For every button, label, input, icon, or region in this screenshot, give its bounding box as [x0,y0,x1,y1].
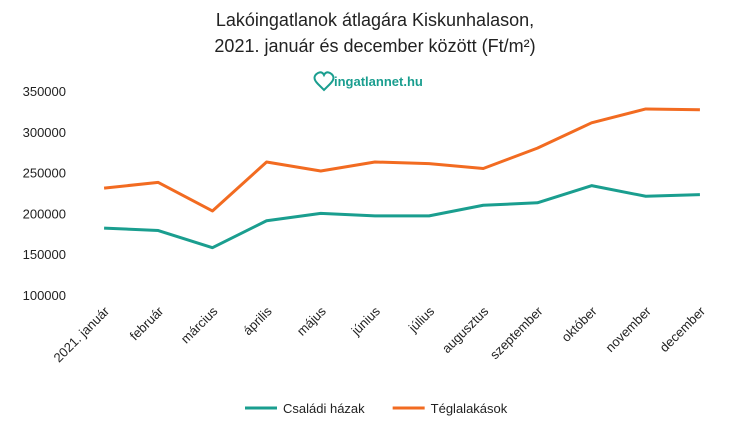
chart-title: 2021. január és december között (Ft/m²) [214,36,535,56]
x-tick-label: szeptember [487,303,546,362]
x-tick-label: november [602,303,654,355]
x-tick-label: október [558,303,600,345]
x-tick-label: február [127,303,167,343]
y-tick-label: 350000 [23,84,66,99]
chart-title: Lakóingatlanok átlagára Kiskunhalason, [216,10,534,30]
watermark: ingatlannet.hu [334,74,423,89]
x-tick-label: május [294,303,329,338]
y-tick-label: 150000 [23,247,66,262]
y-tick-label: 300000 [23,125,66,140]
y-tick-label: 100000 [23,288,66,303]
logo-icon [313,71,335,92]
legend-label: Családi házak [283,401,365,416]
series-line [103,107,700,213]
logo: ingatlannet.hu [313,71,423,92]
series-line [104,184,700,250]
x-tick-label: július [405,303,438,336]
x-tick-label: március [178,303,221,346]
x-tick-label: 2021. január [50,303,112,365]
x-tick-label: augusztus [439,303,492,356]
x-tick-label: június [348,303,384,339]
legend-label: Téglalakások [431,401,508,416]
x-tick-label: április [240,303,275,338]
y-tick-label: 250000 [23,166,66,181]
y-tick-label: 200000 [23,206,66,221]
x-tick-label: december [657,303,709,355]
